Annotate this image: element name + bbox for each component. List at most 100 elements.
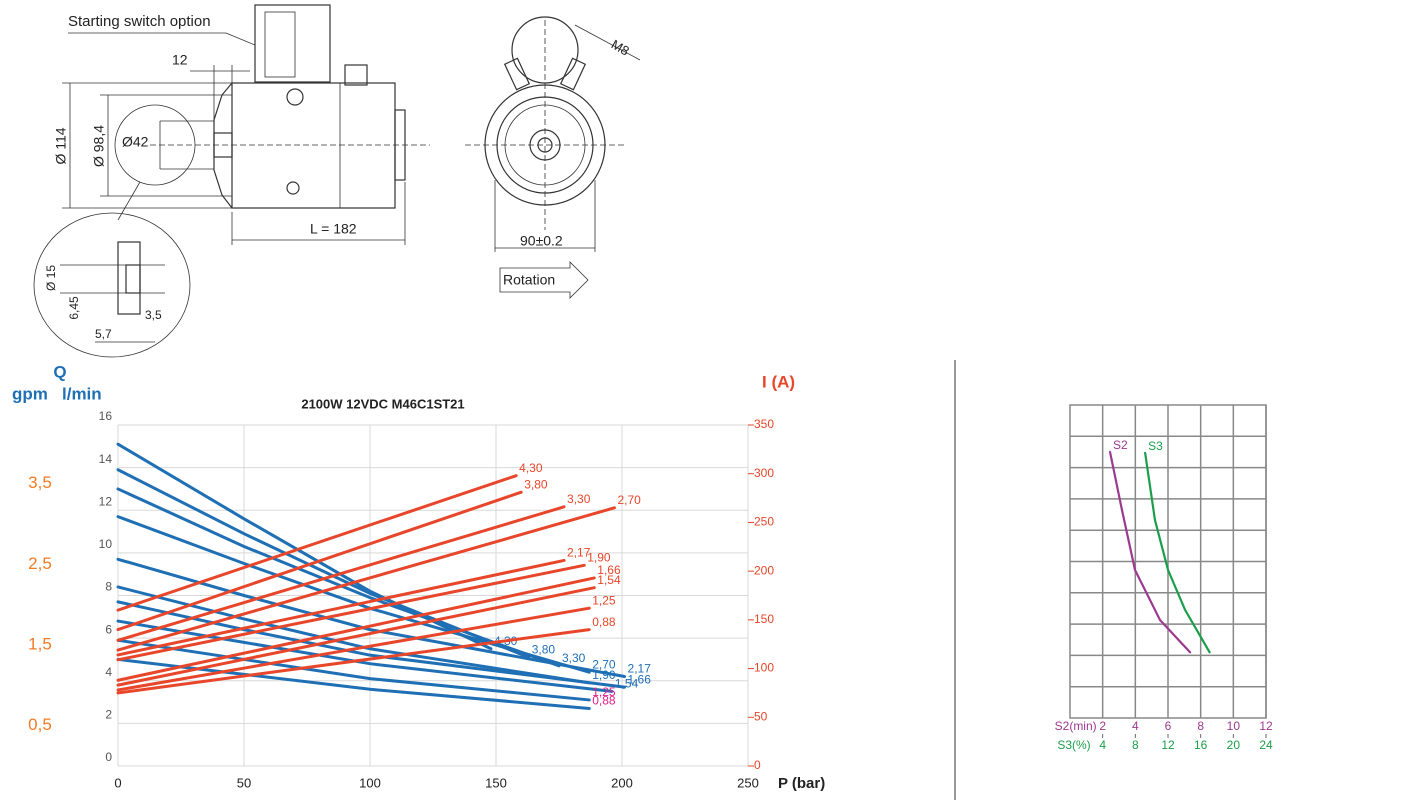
series-line: [1108, 450, 1192, 654]
y-axis-title: l/min: [62, 384, 102, 403]
dimension: L = 182: [310, 221, 357, 237]
y2-axis-title: I (A): [762, 372, 795, 391]
series-line: [116, 585, 591, 685]
y3-tick-label: 0,5: [28, 715, 52, 734]
series-label: 2,70: [592, 657, 616, 671]
series-line: [116, 563, 586, 662]
y-tick-label: 2: [105, 708, 112, 722]
dimension: Ø42: [122, 134, 149, 150]
series-label: 1,54: [615, 677, 639, 691]
series-line: [116, 600, 627, 689]
y-tick-label: 12: [99, 494, 113, 508]
detail-slot: [125, 264, 141, 294]
detail-part: [117, 241, 141, 315]
series-label: 3,80: [532, 642, 556, 656]
dimension: Ø 114: [53, 127, 69, 164]
y3-tick-label: 2,5: [28, 554, 52, 573]
leader: [574, 24, 641, 61]
detail-mark: [114, 104, 196, 186]
x-tick-label: 200: [611, 775, 633, 790]
series-label: 4,30: [519, 461, 543, 475]
y3-axis-title: gpm: [12, 384, 48, 403]
x2-tick-label: 8: [1132, 738, 1139, 752]
switch-detail: [264, 11, 296, 78]
y3-tick-label: 1,5: [28, 634, 52, 653]
x2-tick-label: 24: [1259, 738, 1273, 752]
series-label: 0,88: [592, 615, 616, 629]
y2-tick-label: 350: [754, 417, 774, 431]
series-line: [116, 506, 616, 652]
terminal-post: [344, 64, 368, 86]
y2-tick-label: 200: [754, 563, 774, 577]
y-tick-label: 4: [105, 665, 112, 679]
dimension: 90±0.2: [520, 233, 563, 249]
series-label: 2,70: [617, 493, 641, 507]
series-label: S2: [1113, 438, 1128, 452]
terminal: [503, 57, 531, 91]
dimension: M8: [609, 37, 632, 59]
series-line: [116, 558, 566, 657]
x-tick-label: 12: [1259, 719, 1273, 733]
y-tick-label: 0: [105, 750, 112, 764]
series-line: [116, 474, 518, 612]
leader: [225, 32, 256, 46]
series-label: S3: [1148, 439, 1163, 453]
dimension: Ø 15: [44, 265, 58, 291]
x2-axis-title: S3(%): [1057, 738, 1090, 752]
series-label: 3,30: [562, 651, 586, 665]
y2-tick-label: 50: [754, 709, 768, 723]
series-line: [116, 505, 566, 642]
series-line: [116, 557, 627, 678]
series-label: 1,66: [628, 672, 652, 686]
series-line: [116, 515, 591, 674]
series-line: [116, 586, 596, 687]
x-tick-label: 6: [1165, 719, 1172, 733]
y2-tick-label: 300: [754, 466, 774, 480]
series-label: 1,25: [592, 685, 616, 699]
terminal: [286, 88, 304, 106]
series-label: 0,88: [592, 694, 616, 708]
series-label: 1,90: [587, 550, 611, 564]
motor-body: [231, 82, 396, 209]
x2-tick-label: 12: [1161, 738, 1175, 752]
x-tick-label: 10: [1227, 719, 1241, 733]
rotation-label: Rotation: [503, 272, 555, 288]
terminal: [559, 57, 587, 91]
front-flange: [213, 82, 233, 209]
y-tick-label: 10: [99, 537, 113, 551]
y3-tick-label: 3,5: [28, 473, 52, 492]
chart-title: 2100W 12VDC M46C1ST21: [301, 396, 464, 411]
x-tick-label: 250: [737, 775, 759, 790]
dimension: 6,45: [67, 296, 81, 320]
y-tick-label: 6: [105, 622, 112, 636]
y2-tick-label: 150: [754, 612, 774, 626]
series-label: 1,54: [597, 573, 621, 587]
series-label: 1,25: [592, 593, 616, 607]
side-view: [33, 4, 430, 358]
x-tick-label: 50: [237, 775, 251, 790]
series-label: 1,90: [592, 668, 616, 682]
y2-tick-label: 250: [754, 515, 774, 529]
x-tick-label: 4: [1132, 719, 1139, 733]
bolt: [286, 181, 300, 195]
y2-tick-label: 100: [754, 661, 774, 675]
x-tick-label: 8: [1197, 719, 1204, 733]
switch-box: [254, 4, 331, 83]
x-tick-label: 0: [114, 775, 121, 790]
series-label: 3,30: [567, 492, 591, 506]
dimension: 5,7: [95, 327, 112, 341]
series-label: 2,17: [567, 546, 591, 560]
switch-label: Starting switch option: [68, 13, 211, 30]
y-tick-label: 16: [99, 409, 113, 423]
y-tick-label: 8: [105, 580, 112, 594]
x-axis-title: P (bar): [778, 775, 825, 792]
dimension: 12: [172, 52, 188, 68]
y-tick-label: 14: [99, 452, 113, 466]
x-axis-title: S2(min): [1055, 719, 1097, 733]
x2-tick-label: 20: [1227, 738, 1241, 752]
series-line: [116, 576, 596, 682]
series-line: [1144, 451, 1211, 654]
series-line: [116, 487, 561, 668]
x-tick-label: 150: [485, 775, 507, 790]
series-line: [116, 606, 591, 692]
